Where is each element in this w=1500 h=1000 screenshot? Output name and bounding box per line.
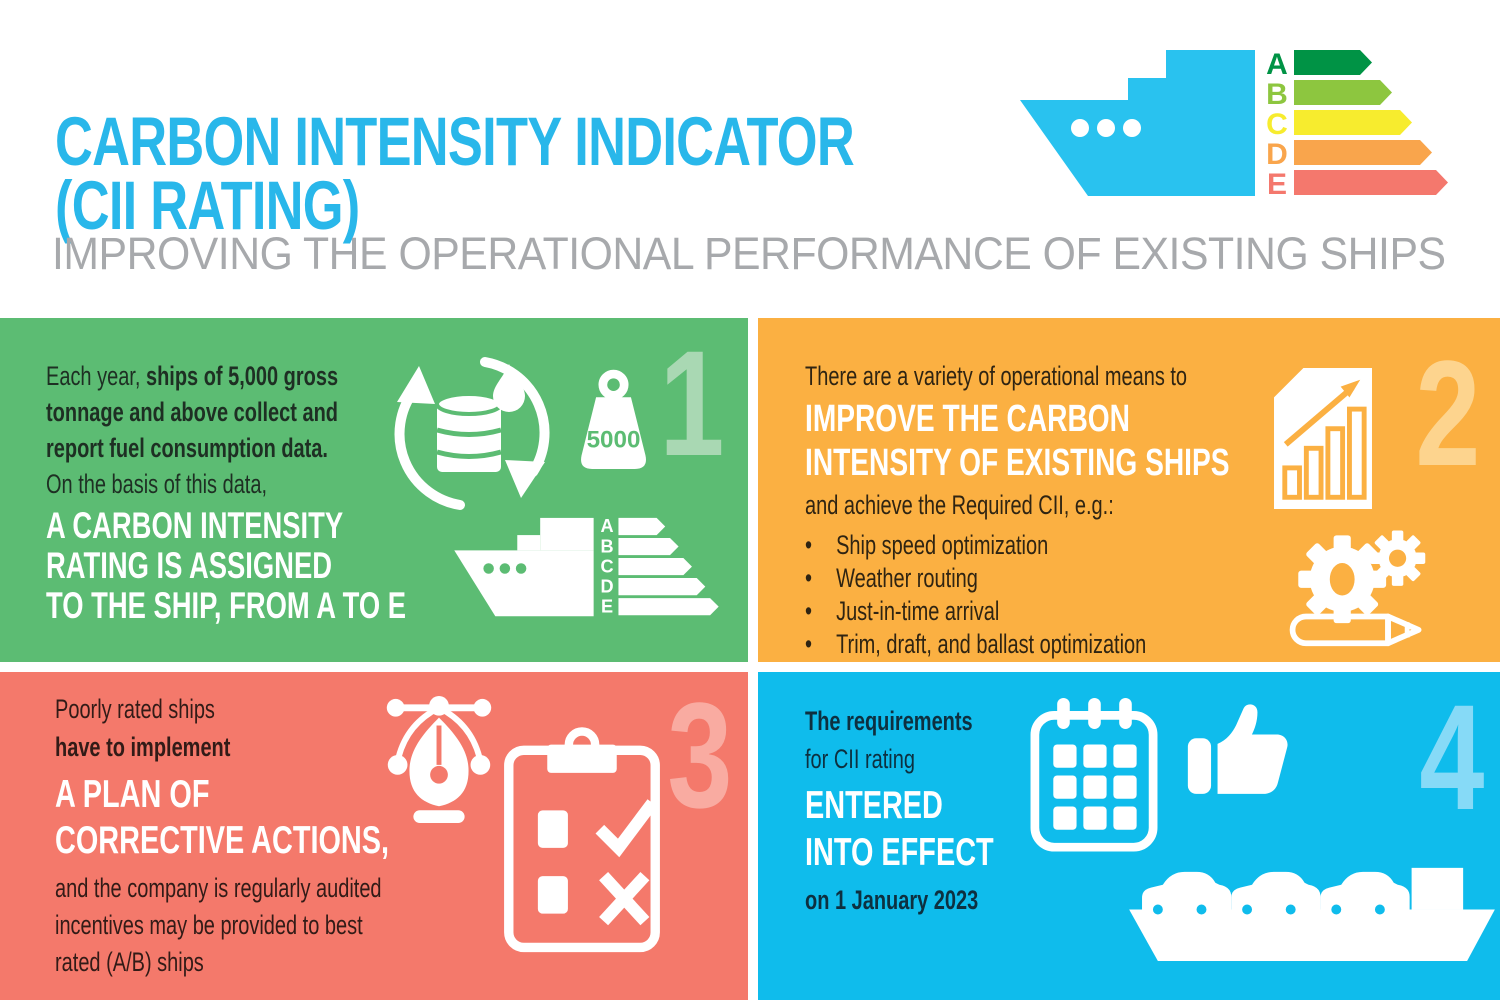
panel-4-number: 4 [1418, 673, 1484, 841]
p2-caps1: IMPROVE THE CARBON [805, 398, 1130, 440]
p1-rating-letter-c: C [600, 556, 613, 576]
p3-line1: Poorly rated ships [55, 694, 215, 724]
panel-1-fuel-data-collection: 1 Each year, ships of 5,000 gross tonnag… [0, 318, 748, 662]
p3-line2: have to implement [55, 732, 231, 762]
p1-caps1: A CARBON INTENSITY [46, 505, 344, 546]
fuel-barrel-recycle-icon [394, 357, 550, 510]
p1-rating-letter-a: A [600, 516, 613, 536]
p2-bullet-1: Ship speed optimization [836, 530, 1049, 560]
weight-5000-icon: 5000 [581, 369, 646, 469]
p1-line2a: tonnage and above [46, 397, 234, 427]
p4-effective-date: on 1 January 2023 [805, 885, 979, 915]
p4-caps1: ENTERED [805, 784, 943, 827]
list-item: • Just-in-time arrival [805, 595, 1229, 628]
chart-document-icon [1274, 367, 1372, 510]
p1-line4: On the basis of this data, [46, 469, 268, 499]
panel-1-text: Each year, ships of 5,000 gross tonnage … [46, 358, 406, 626]
panel-2-text: There are a variety of operational means… [805, 358, 1229, 661]
p2-bullet-list: • Ship speed optimization • Weather rout… [805, 529, 1229, 661]
panel-2-improve-carbon-intensity: 2 There are a variety of operational mea… [758, 318, 1500, 662]
panel-3-corrective-actions: 3 Poorly rated ships have to implement A… [0, 672, 748, 1000]
car-icon [1320, 871, 1410, 920]
p1-rating-letter-e: E [601, 596, 613, 616]
p4-line2: for CII rating [805, 744, 915, 774]
p1-line1b: ships of 5,000 gross [145, 361, 339, 391]
p2-sub: and achieve the Required CII, e.g.: [805, 490, 1114, 520]
panel-2-number: 2 [1414, 329, 1480, 497]
page-title: CARBON INTENSITY INDICATOR (CII RATING) [55, 107, 855, 240]
panel-4-entry-into-effect: 4 The requirements for CII rating ENTERE… [758, 672, 1500, 1000]
page-subtitle: IMPROVING THE OPERATIONAL PERFORMANCE OF… [52, 228, 1446, 279]
panel-1-number: 1 [658, 319, 724, 487]
p1-line3: report fuel consumption data. [46, 433, 328, 463]
p3-after1: and the company is regularly audited [55, 873, 382, 903]
list-item: • Trim, draft, and ballast optimization [805, 628, 1229, 661]
p1-rating-letter-d: D [600, 576, 613, 596]
rating-letter-b: B [1266, 78, 1288, 111]
p2-bullet-4: Trim, draft, and ballast optimization [836, 629, 1147, 659]
car-icon [1142, 871, 1232, 920]
p3-after2: incentives may be provided to best [55, 910, 363, 940]
title-line1: CARBON INTENSITY INDICATOR [55, 103, 855, 181]
car-carrier-ship-icon [1129, 867, 1495, 962]
rating-letter-d: D [1266, 138, 1288, 171]
p4-caps2: INTO EFFECT [805, 831, 994, 874]
ship-rating-logo-icon: A B C D E [1020, 48, 1448, 201]
p2-caps2: INTENSITY OF EXISTING SHIPS [805, 442, 1230, 484]
title-line2: (CII RATING) [55, 167, 360, 245]
ship-rating-white-icon: A B C D E [454, 516, 719, 616]
p2-bullet-2: Weather routing [836, 563, 978, 593]
p3-caps2: CORRECTIVE ACTIONS, [55, 819, 390, 862]
panel-4-text: The requirements for CII rating ENTERED … [805, 702, 994, 920]
list-item: • Ship speed optimization [805, 529, 1229, 562]
p1-line1a: Each year, [46, 361, 146, 391]
p2-bullet-3: Just-in-time arrival [836, 596, 1000, 626]
bullet-dot: • [805, 530, 812, 560]
bullet-dot: • [805, 563, 812, 593]
checklist-clipboard-icon [504, 727, 660, 953]
car-icon [1231, 871, 1321, 920]
p3-caps1: A PLAN OF [55, 773, 210, 816]
bullet-dot: • [805, 629, 812, 659]
p1-caps3: TO THE SHIP, FROM A TO E [46, 585, 407, 626]
rating-letter-e: E [1267, 168, 1287, 201]
gears-pencil-icon [1289, 530, 1426, 647]
rating-letter-c: C [1266, 108, 1288, 141]
p1-line2b: collect and [233, 397, 338, 427]
p1-rating-letter-b: B [600, 536, 613, 556]
list-item: • Weather routing [805, 562, 1229, 595]
panel-3-number: 3 [666, 671, 732, 839]
bullet-dot: • [805, 596, 812, 626]
thumbs-up-icon [1187, 704, 1288, 794]
p1-caps2: RATING IS ASSIGNED [46, 545, 332, 586]
p3-after3: rated (A/B) ships [55, 947, 204, 977]
weight-label: 5000 [587, 427, 641, 454]
p4-line1: The requirements [805, 706, 973, 736]
rating-letter-a: A [1266, 48, 1288, 81]
panel-3-text: Poorly rated ships have to implement A P… [55, 690, 389, 981]
pen-tool-icon [386, 695, 492, 824]
calendar-icon [1030, 697, 1158, 852]
p2-intro: There are a variety of operational means… [805, 361, 1188, 391]
